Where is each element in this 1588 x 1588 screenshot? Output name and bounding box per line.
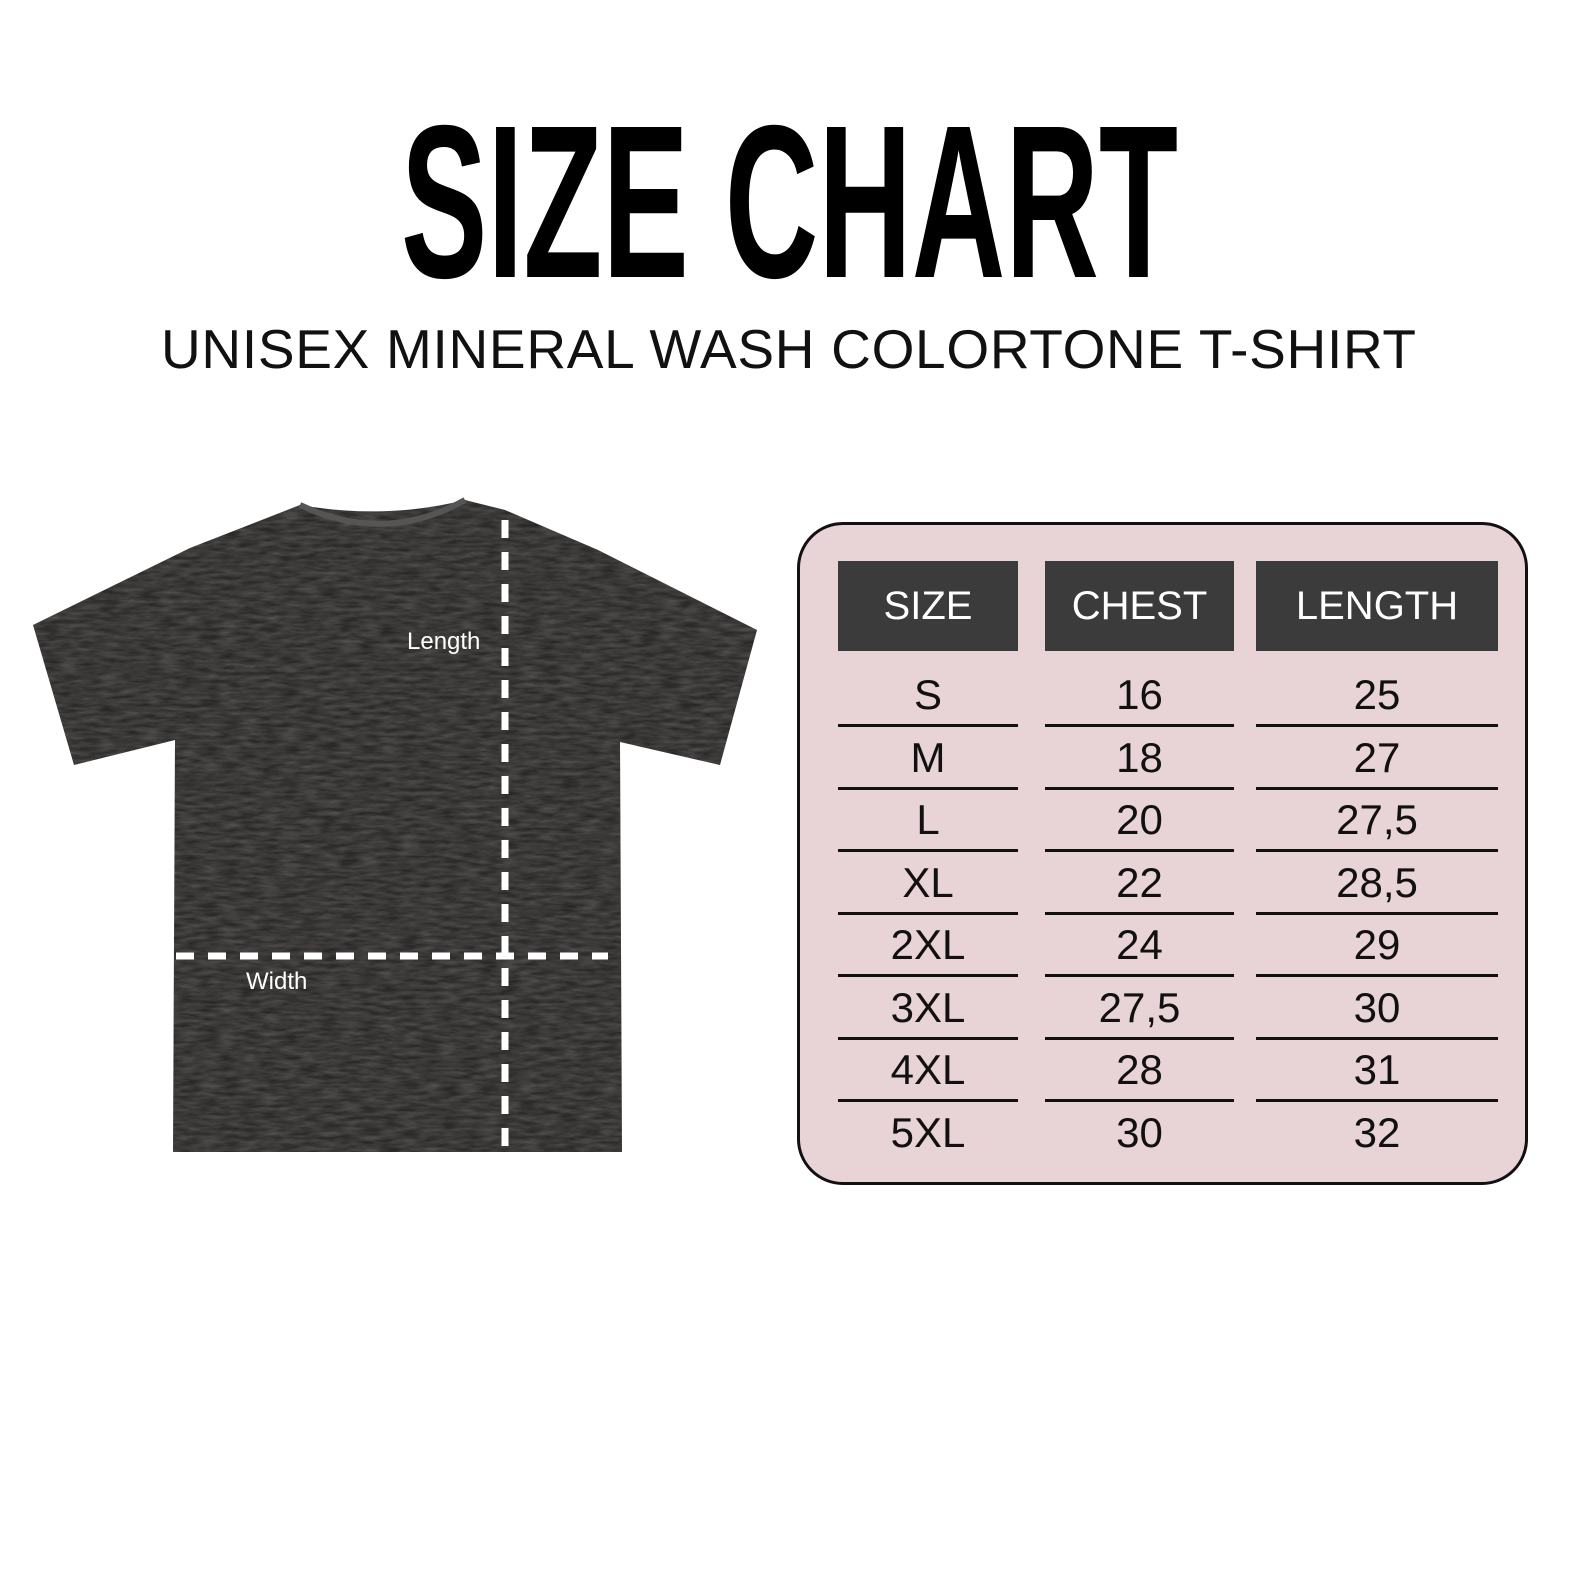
cell-length: 32 bbox=[1353, 1108, 1401, 1156]
row-divider bbox=[838, 849, 1018, 852]
row-divider bbox=[838, 911, 1018, 915]
cell-size: S bbox=[913, 671, 942, 718]
row-divider bbox=[1045, 849, 1234, 852]
cell-chest: 27,5 bbox=[1098, 983, 1181, 1031]
row-divider bbox=[838, 724, 1018, 727]
row-divider bbox=[1256, 1099, 1498, 1102]
cell-length: 30 bbox=[1353, 983, 1401, 1031]
cell-chest: 28 bbox=[1116, 1046, 1163, 1093]
cell-size: L bbox=[916, 796, 940, 843]
cell-chest: 30 bbox=[1116, 1108, 1163, 1156]
width-label: Width bbox=[246, 968, 307, 995]
cell-length: 27 bbox=[1353, 733, 1401, 781]
cell-length: 29 bbox=[1353, 921, 1401, 968]
row-divider bbox=[1256, 911, 1498, 915]
page-subtitle: UNISEX MINERAL WASH COLORTONE T-SHIRT bbox=[161, 318, 1416, 380]
cell-size: 4XL bbox=[890, 1046, 966, 1093]
row-divider bbox=[1045, 974, 1234, 977]
row-divider bbox=[1256, 724, 1498, 727]
row-divider bbox=[838, 974, 1018, 977]
page-title: SIZE CHART bbox=[401, 81, 1178, 324]
tshirt-collar bbox=[298, 497, 467, 527]
cell-chest: 24 bbox=[1116, 921, 1163, 968]
row-divider bbox=[838, 786, 1018, 790]
cell-size: XL bbox=[902, 858, 954, 906]
row-divider bbox=[838, 1036, 1018, 1040]
cell-length: 28,5 bbox=[1336, 858, 1418, 906]
cell-size: 2XL bbox=[890, 921, 966, 968]
row-divider bbox=[1256, 786, 1498, 790]
row-divider bbox=[1256, 974, 1498, 977]
row-divider bbox=[1256, 1036, 1498, 1040]
row-divider bbox=[1256, 849, 1498, 852]
cell-size: M bbox=[910, 733, 946, 781]
row-divider bbox=[838, 1099, 1018, 1102]
cell-length: 25 bbox=[1353, 671, 1401, 718]
row-divider bbox=[1045, 724, 1234, 727]
header-chest: CHEST bbox=[1045, 561, 1234, 651]
cell-chest: 20 bbox=[1116, 796, 1163, 843]
header-size: SIZE bbox=[838, 561, 1018, 651]
cell-length: 27,5 bbox=[1336, 796, 1418, 843]
cell-size: 3XL bbox=[890, 983, 966, 1031]
row-divider bbox=[1045, 911, 1234, 915]
length-label: Length bbox=[407, 628, 480, 655]
row-divider bbox=[1045, 1099, 1234, 1102]
cell-size: 5XL bbox=[890, 1108, 966, 1156]
cell-chest: 18 bbox=[1116, 733, 1163, 781]
size-table: SIZE CHEST LENGTH S 16 25 M 18 27 L 20 27,5 XL 22 2… bbox=[797, 522, 1528, 1185]
heading: SIZE CHART UNISEX MINERAL WASH COLORTONE… bbox=[161, 81, 1416, 380]
cell-chest: 16 bbox=[1116, 671, 1163, 718]
cell-chest: 22 bbox=[1116, 858, 1163, 906]
cell-length: 31 bbox=[1353, 1046, 1401, 1093]
row-divider bbox=[1045, 1036, 1234, 1040]
row-divider bbox=[1045, 786, 1234, 790]
tshirt-illustration: Length Width bbox=[33, 497, 757, 1152]
header-length: LENGTH bbox=[1256, 561, 1498, 651]
